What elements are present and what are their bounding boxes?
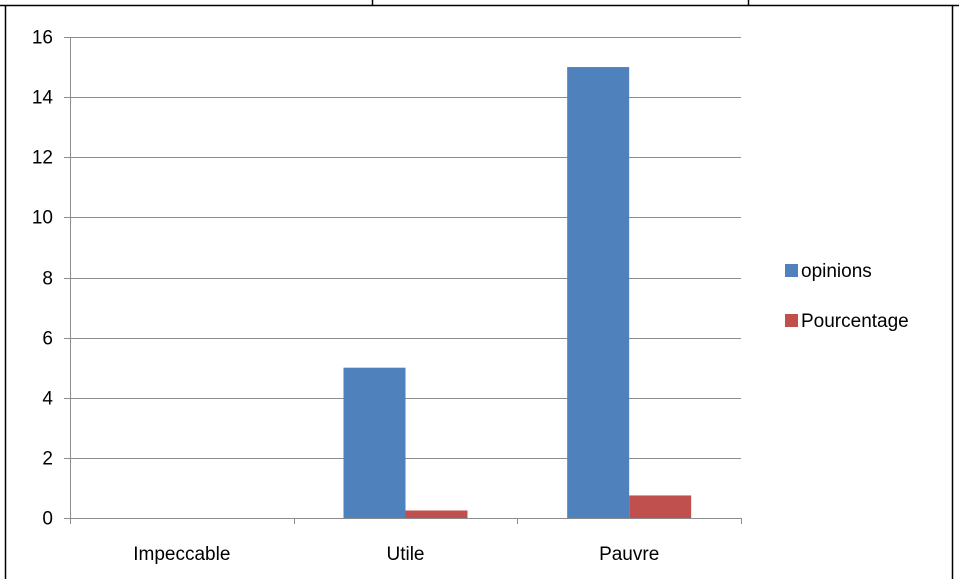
bar-opinions-utile (343, 367, 406, 518)
y-tick-label-14: 14 (32, 88, 54, 109)
y-tick-label-16: 16 (32, 28, 53, 49)
bar-opinions-pauvre (567, 67, 630, 518)
axes (64, 37, 742, 524)
legend-swatch-pourcentage (785, 314, 798, 327)
x-tick-label-pauvre: Pauvre (599, 544, 659, 565)
x-tick-label-utile: Utile (386, 544, 424, 565)
legend-label-opinions: opinions (801, 261, 872, 282)
y-tick-label-10: 10 (32, 208, 53, 229)
x-tick-labels: Impeccable Utile Pauvre (133, 544, 659, 565)
legend-swatch-opinions (785, 264, 798, 277)
y-tick-labels: 0 2 4 6 8 10 12 14 16 (32, 28, 54, 530)
legend-label-pourcentage: Pourcentage (801, 311, 909, 332)
bar-pourcentage-pauvre (629, 495, 692, 518)
bar-pourcentage-utile (405, 510, 468, 518)
y-tick-label-6: 6 (42, 329, 53, 350)
y-tick-label-8: 8 (42, 269, 53, 290)
legend: opinions Pourcentage (785, 261, 909, 332)
y-tick-label-2: 2 (42, 449, 53, 470)
x-tick-label-impeccable: Impeccable (133, 544, 230, 565)
bars (343, 67, 692, 518)
y-tick-label-0: 0 (42, 509, 53, 530)
y-tick-label-4: 4 (42, 389, 53, 410)
y-tick-label-12: 12 (32, 148, 53, 169)
